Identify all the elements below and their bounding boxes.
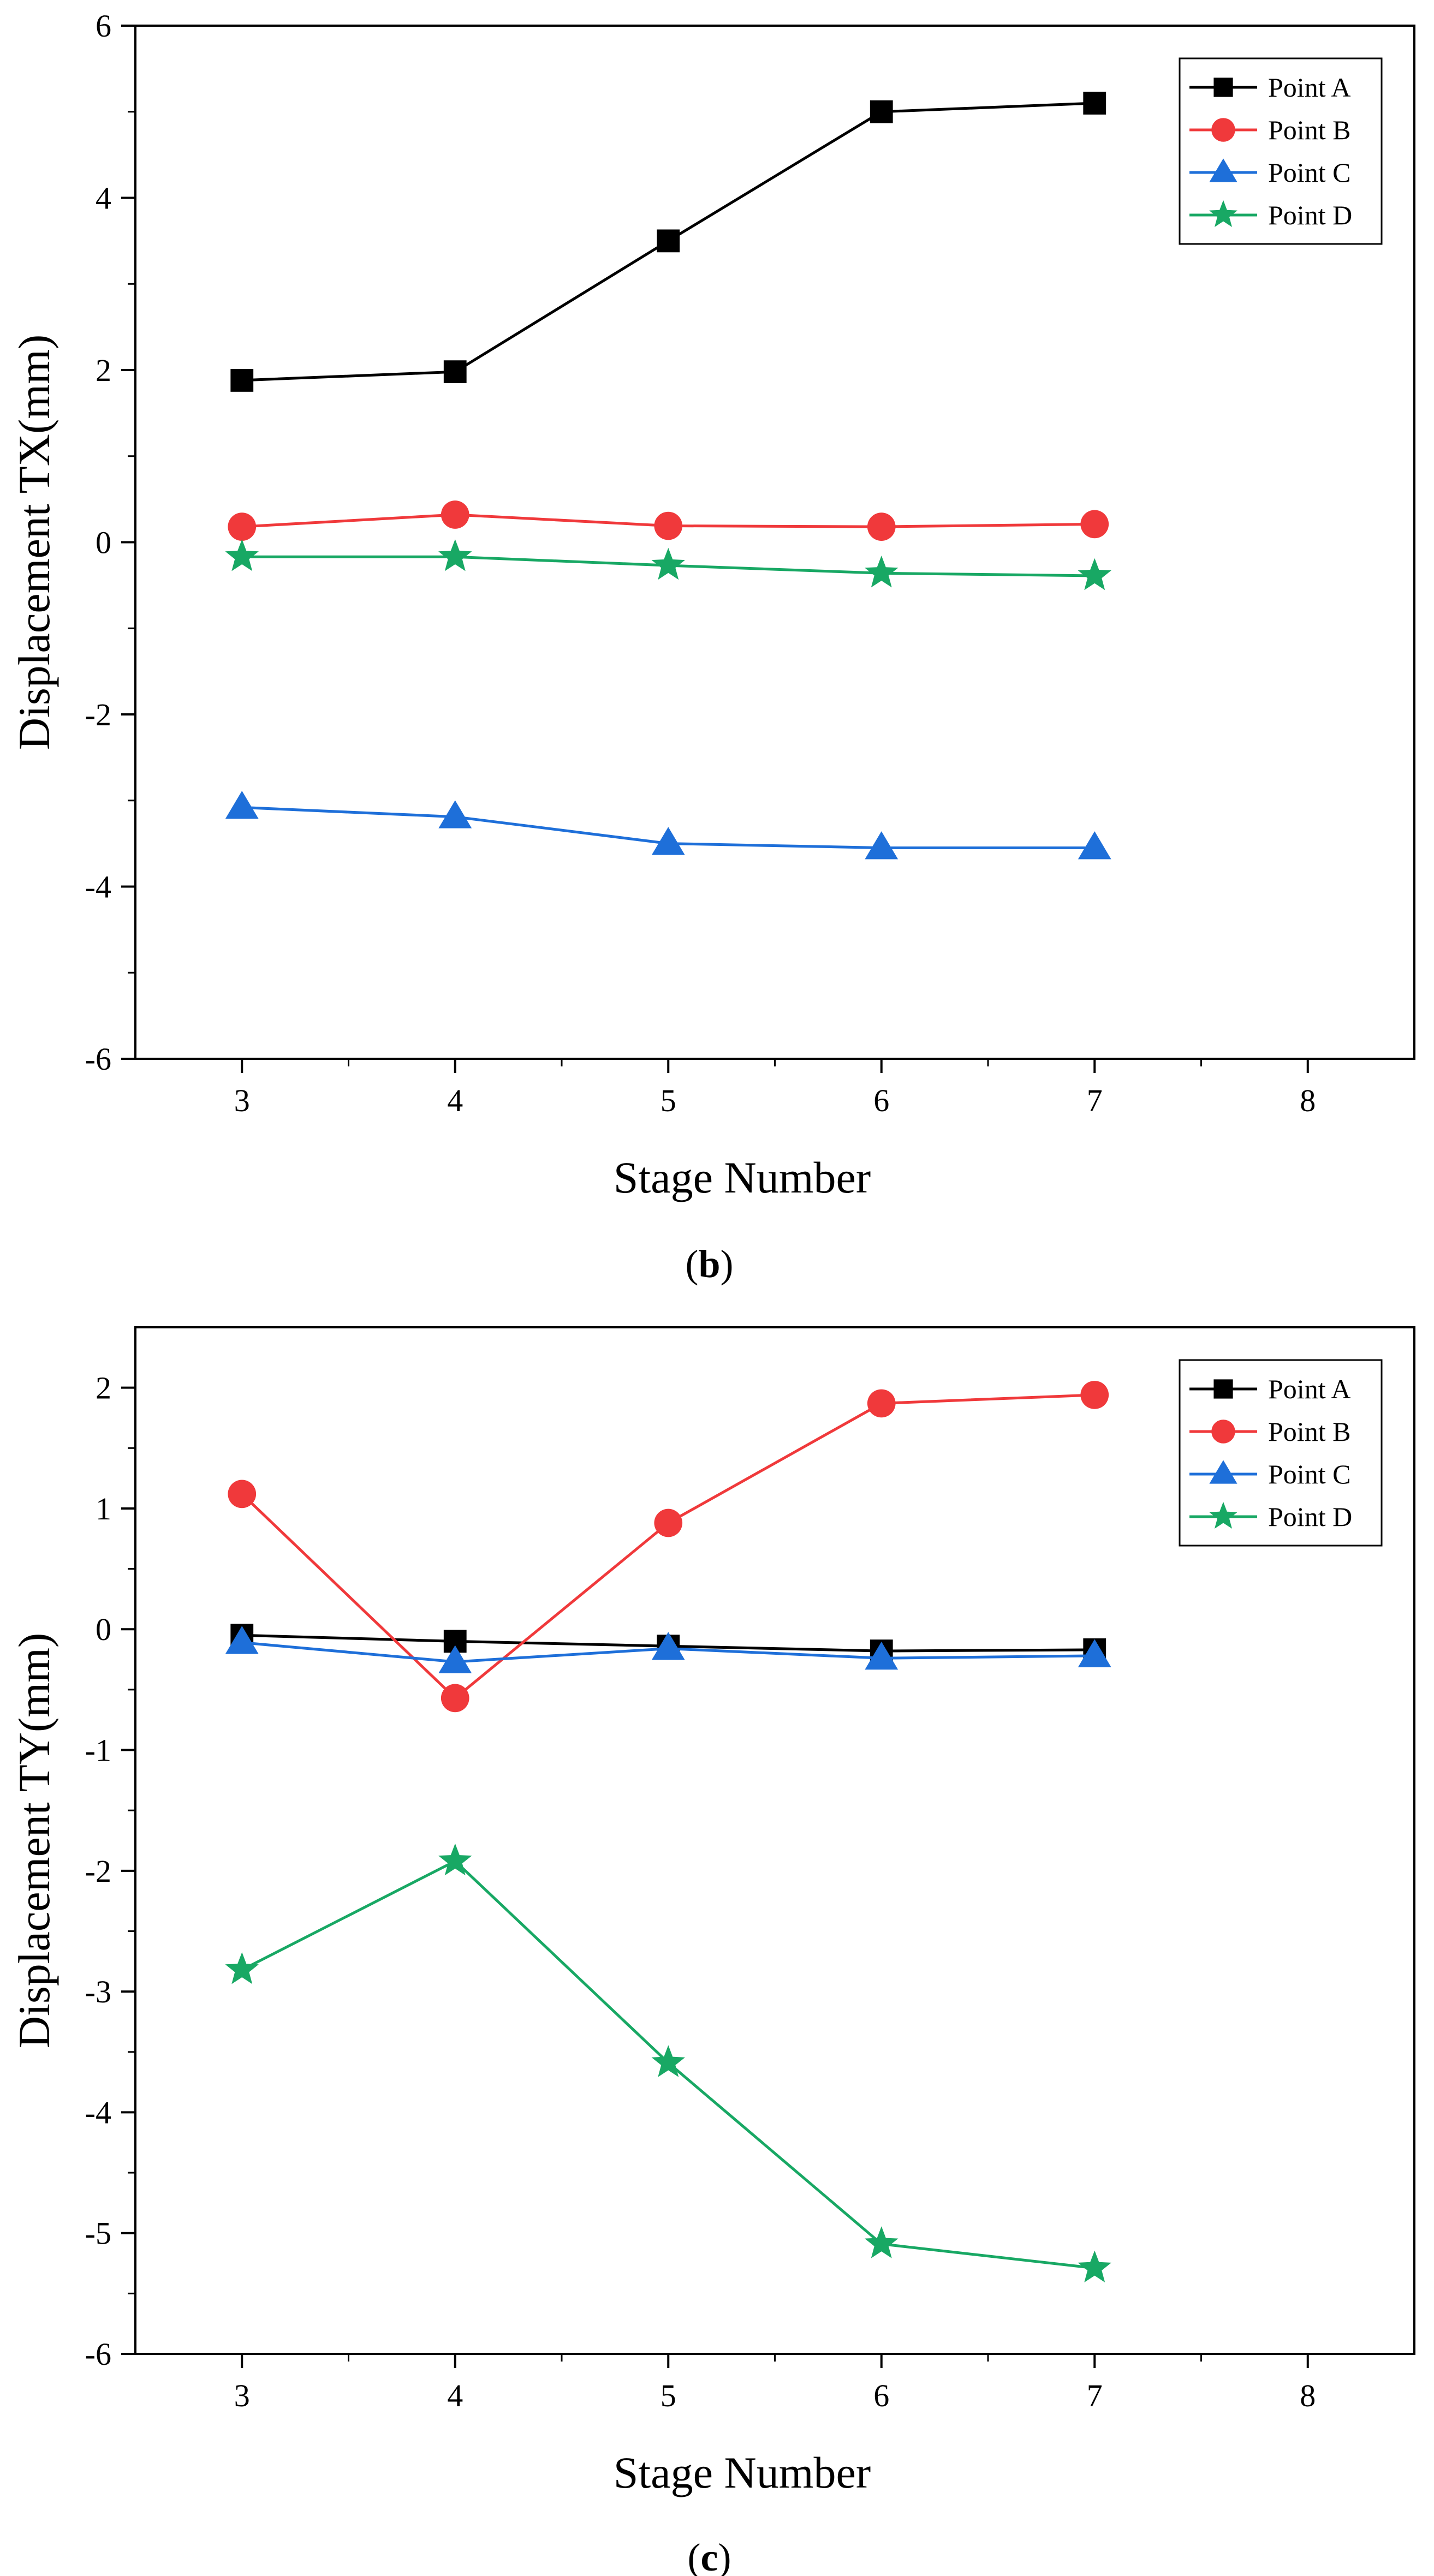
legend: Point A Point B Point C Point D [1179, 57, 1383, 245]
data-point [1080, 1381, 1109, 1409]
data-point [438, 800, 472, 828]
data-point [230, 369, 254, 392]
y-tick-label: -2 [85, 697, 111, 732]
y-axis-title: Displacement TY(mm) [9, 1633, 59, 2048]
data-point [651, 1632, 685, 1660]
legend-entry: Point C [1268, 157, 1350, 188]
panel-caption-letter: b [698, 1242, 720, 1286]
data-point [228, 1480, 257, 1508]
y-tick-label: -2 [85, 1853, 111, 1889]
data-point [654, 511, 683, 540]
legend-swatch-marker [1213, 1379, 1233, 1399]
data-point [651, 2045, 685, 2077]
data-point [225, 539, 259, 571]
legend-entry: Point B [1268, 115, 1350, 145]
x-tick-label: 3 [234, 1083, 250, 1118]
y-tick-label: -4 [85, 869, 111, 905]
legend-swatch-marker [1209, 158, 1237, 182]
data-point [657, 229, 680, 253]
data-point [870, 100, 893, 123]
data-point [865, 2226, 899, 2258]
data-point [865, 831, 899, 860]
data-point [438, 539, 472, 571]
data-point [228, 512, 257, 541]
y-tick-label: 4 [96, 181, 111, 216]
legend-swatch-marker [1209, 200, 1237, 227]
data-point [654, 1508, 683, 1537]
legend-swatch-marker [1211, 118, 1235, 142]
legend-swatch-marker [1211, 1420, 1235, 1444]
x-axis-title: Stage Number [614, 2448, 871, 2497]
panel-caption-close: ) [721, 1242, 734, 1286]
legend-entry: Point A [1268, 72, 1350, 103]
panel-caption-open: ( [685, 1242, 698, 1286]
legend-swatch-marker [1209, 1501, 1237, 1529]
data-point [441, 500, 469, 529]
data-point [651, 827, 685, 855]
y-tick-label: -3 [85, 1974, 111, 2009]
x-tick-label: 6 [873, 2378, 889, 2413]
data-point [867, 512, 896, 541]
panel-caption: (b) [685, 1242, 733, 1286]
y-tick-label: 1 [96, 1491, 111, 1526]
x-tick-label: 7 [1087, 2378, 1103, 2413]
data-point [225, 1626, 259, 1654]
y-tick-label: 0 [96, 1612, 111, 1647]
data-point [1078, 2250, 1111, 2282]
data-point [1078, 1639, 1111, 1667]
x-tick-label: 4 [447, 1083, 463, 1118]
legend-swatch-marker [1213, 77, 1233, 97]
data-point [1078, 558, 1111, 591]
data-point [225, 790, 259, 819]
chart-c: 3 4 5 6 7 8 -6 -5 -4 -3 -2 -1 0 1 2 Stage Number Displac… [9, 1326, 1415, 2576]
y-tick-label: 2 [96, 1370, 111, 1406]
data-point [867, 1389, 896, 1418]
y-tick-label: -4 [85, 2095, 111, 2130]
y-tick-label: -1 [85, 1733, 111, 1768]
x-tick-label: 3 [234, 2378, 250, 2413]
x-tick-label: 6 [873, 1083, 889, 1118]
data-point [1080, 510, 1109, 539]
legend: Point A Point B Point C Point D [1179, 1359, 1383, 1547]
y-axis-title: Displacement TX(mm) [9, 335, 59, 750]
legend-entry: Point D [1268, 200, 1352, 230]
x-tick-label: 4 [447, 2378, 463, 2413]
legend-entry: Point B [1268, 1416, 1350, 1447]
data-point [1083, 92, 1106, 115]
panel-caption-letter: c [701, 2536, 718, 2576]
data-point [225, 1952, 259, 1984]
y-tick-label: -5 [85, 2216, 111, 2251]
y-tick-label: -6 [85, 1041, 111, 1077]
x-tick-label: 5 [661, 1083, 676, 1118]
x-tick-label: 5 [661, 2378, 676, 2413]
x-tick-label: 8 [1300, 2378, 1316, 2413]
data-point [438, 1843, 472, 1876]
y-tick-label: 2 [96, 353, 111, 388]
legend-entry: Point D [1268, 1501, 1352, 1532]
panel-caption: (c) [688, 2536, 731, 2576]
data-point [651, 547, 685, 580]
legend-swatch-marker [1209, 1460, 1237, 1484]
panel-caption-open: ( [688, 2536, 701, 2576]
x-axis-title: Stage Number [614, 1153, 871, 1202]
data-point [865, 1641, 899, 1670]
y-tick-label: -6 [85, 2336, 111, 2372]
y-tick-label: 0 [96, 525, 111, 560]
data-point [1078, 831, 1111, 860]
data-point [438, 1645, 472, 1673]
legend-entry: Point C [1268, 1459, 1350, 1489]
data-point [865, 556, 899, 588]
panel-caption-close: ) [718, 2536, 731, 2576]
data-point [443, 360, 467, 384]
legend-entry: Point A [1268, 1374, 1350, 1404]
y-tick-label: 6 [96, 8, 111, 44]
x-tick-label: 7 [1087, 1083, 1103, 1118]
data-point [441, 1684, 469, 1713]
x-tick-label: 8 [1300, 1083, 1316, 1118]
